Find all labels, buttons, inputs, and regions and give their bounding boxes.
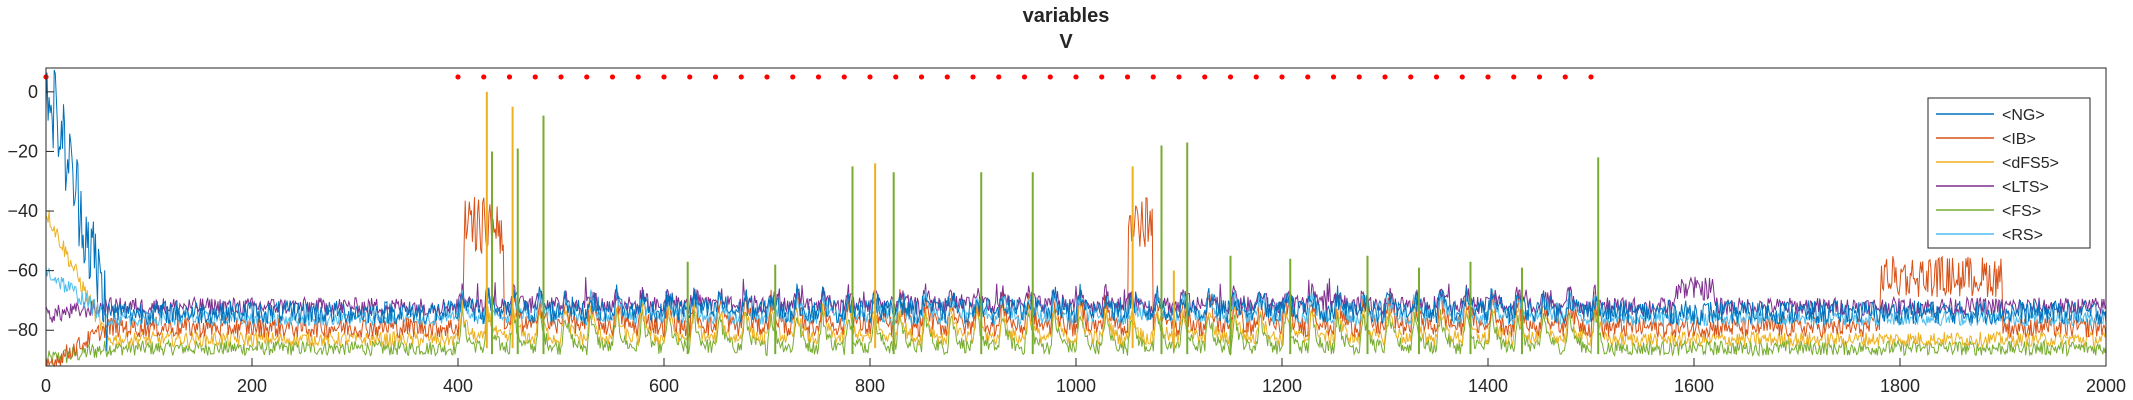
event-marker — [918, 74, 925, 80]
chart-subtitle: V — [1059, 31, 1073, 53]
event-marker — [1305, 74, 1311, 80]
x-axis: 0 200 400 600 800 1000 1200 1400 1600 1800 2000 — [41, 358, 2126, 396]
event-marker — [712, 74, 719, 80]
event-marker — [1227, 74, 1234, 80]
event-marker — [1021, 74, 1028, 80]
event-marker — [1124, 74, 1131, 80]
event-marker — [584, 74, 590, 80]
event-marker — [687, 74, 693, 80]
event-marker — [1330, 74, 1337, 80]
event-marker — [1485, 74, 1491, 80]
event-marker — [996, 74, 1002, 80]
legend-label: <LTS> — [2002, 179, 2049, 196]
event-marker — [1562, 74, 1568, 80]
event-marker — [944, 74, 950, 80]
y-tick-label: −40 — [7, 201, 38, 221]
event-marker — [506, 74, 513, 80]
event-marker — [1459, 74, 1465, 80]
event-marker — [609, 74, 616, 80]
event-markers — [43, 74, 1594, 80]
y-axis: 0 −20 −40 −60 −80 — [7, 82, 54, 340]
event-marker — [1202, 74, 1208, 80]
event-marker — [455, 74, 461, 80]
x-tick-label: 1600 — [1674, 376, 1714, 396]
x-tick-label: 200 — [237, 376, 267, 396]
x-tick-label: 2000 — [2086, 376, 2126, 396]
event-marker — [1511, 74, 1517, 80]
event-marker — [815, 74, 822, 80]
event-marker — [1536, 74, 1543, 80]
event-marker — [1047, 74, 1053, 80]
x-tick-label: 1200 — [1262, 376, 1302, 396]
event-marker — [893, 74, 899, 80]
legend: <NG> <IB> <dFS5> <LTS> <FS> <RS> — [1927, 97, 2091, 249]
event-marker — [1588, 74, 1594, 80]
y-tick-label: −80 — [7, 320, 38, 340]
event-marker — [764, 74, 770, 80]
event-marker — [970, 74, 976, 80]
event-marker — [790, 74, 796, 80]
legend-box — [1927, 97, 2091, 249]
event-marker — [661, 74, 667, 80]
plot-lines — [45, 69, 2107, 368]
legend-label: <RS> — [2002, 227, 2043, 244]
legend-label: <NG> — [2002, 107, 2045, 124]
x-tick-label: 1800 — [1880, 376, 1920, 396]
x-tick-label: 400 — [443, 376, 473, 396]
legend-label: <IB> — [2002, 131, 2036, 148]
x-tick-label: 0 — [41, 376, 51, 396]
legend-label: <dFS5> — [2002, 155, 2059, 172]
event-marker — [738, 74, 744, 80]
y-tick-label: −60 — [7, 261, 38, 281]
series-line — [45, 210, 2107, 348]
event-marker — [1433, 74, 1440, 80]
event-marker — [1382, 74, 1388, 80]
event-marker — [1150, 74, 1156, 80]
x-tick-label: 1400 — [1468, 376, 1508, 396]
event-marker — [1099, 74, 1105, 80]
event-marker — [1073, 74, 1079, 80]
event-marker — [1356, 74, 1362, 80]
y-tick-label: −20 — [7, 141, 38, 161]
series-line — [45, 69, 2107, 352]
event-marker — [1279, 74, 1285, 80]
chart-title: variables — [1023, 5, 1110, 27]
event-marker — [558, 74, 564, 80]
x-tick-label: 1000 — [1056, 376, 1096, 396]
event-marker — [1253, 74, 1259, 80]
event-marker — [635, 74, 641, 80]
event-marker — [532, 74, 538, 80]
series-line — [45, 306, 2107, 365]
event-marker — [867, 74, 873, 80]
y-tick-label: 0 — [28, 82, 38, 102]
x-tick-label: 800 — [855, 376, 885, 396]
x-tick-label: 600 — [649, 376, 679, 396]
event-marker — [1176, 74, 1182, 80]
event-marker — [841, 74, 847, 80]
event-marker — [481, 74, 487, 80]
event-marker — [1408, 74, 1414, 80]
legend-label: <FS> — [2002, 203, 2041, 220]
